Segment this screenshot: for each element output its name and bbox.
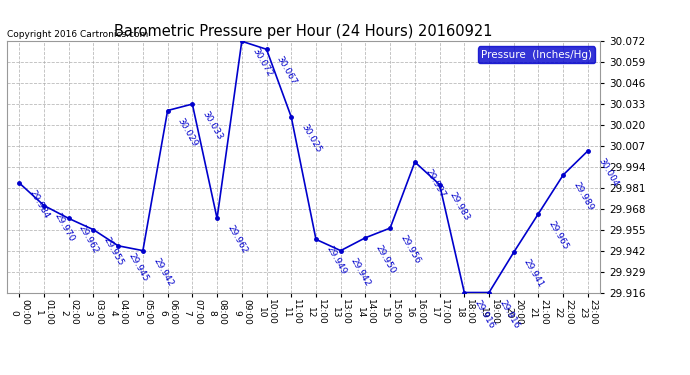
Text: 29.916: 29.916	[497, 298, 521, 330]
Text: 30.004: 30.004	[596, 156, 620, 188]
Text: 30.029: 30.029	[176, 116, 199, 148]
Text: 29.984: 29.984	[28, 189, 51, 220]
Text: 29.949: 29.949	[324, 245, 348, 277]
Title: Barometric Pressure per Hour (24 Hours) 20160921: Barometric Pressure per Hour (24 Hours) …	[115, 24, 493, 39]
Text: 29.956: 29.956	[398, 234, 422, 266]
Text: 29.983: 29.983	[448, 190, 471, 222]
Legend: Pressure  (Inches/Hg): Pressure (Inches/Hg)	[478, 46, 595, 63]
Text: 29.941: 29.941	[522, 258, 546, 290]
Text: 30.072: 30.072	[250, 47, 274, 79]
Text: 29.950: 29.950	[374, 243, 397, 275]
Text: 29.962: 29.962	[226, 224, 249, 256]
Text: 29.955: 29.955	[101, 235, 126, 267]
Text: Copyright 2016 Cartronics.com: Copyright 2016 Cartronics.com	[7, 30, 148, 39]
Text: 30.033: 30.033	[201, 110, 224, 141]
Text: 29.997: 29.997	[423, 168, 446, 200]
Text: 29.942: 29.942	[151, 256, 175, 288]
Text: 29.989: 29.989	[571, 180, 595, 212]
Text: 29.970: 29.970	[52, 211, 76, 243]
Text: 29.945: 29.945	[126, 251, 150, 283]
Text: 29.962: 29.962	[77, 224, 101, 256]
Text: 30.067: 30.067	[275, 55, 299, 87]
Text: 29.916: 29.916	[473, 298, 496, 330]
Text: 29.965: 29.965	[546, 219, 571, 251]
Text: 29.942: 29.942	[349, 256, 373, 288]
Text: 30.025: 30.025	[299, 123, 323, 154]
